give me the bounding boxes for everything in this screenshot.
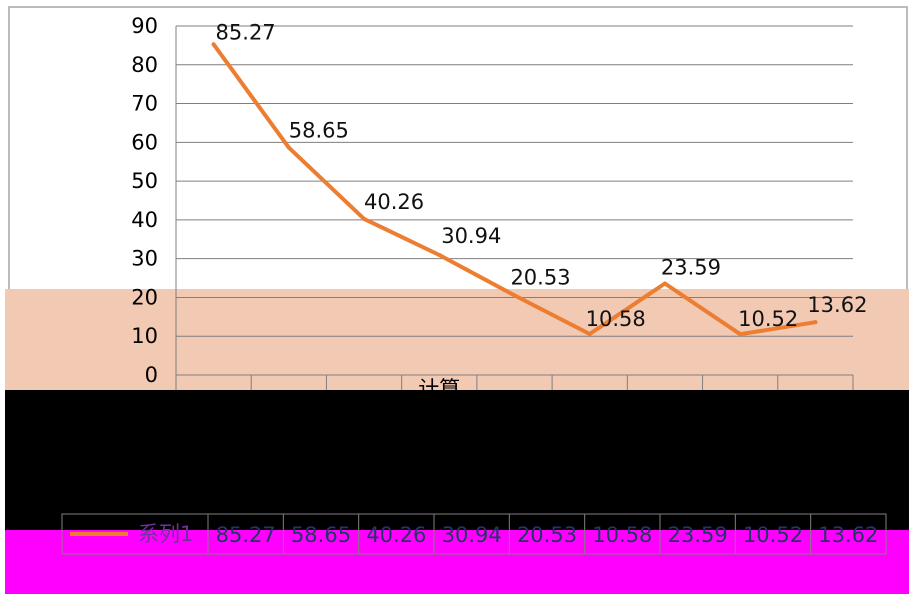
data-label: 10.58	[586, 307, 646, 331]
y-tick-label: 20	[131, 285, 158, 309]
series-point	[211, 42, 216, 47]
y-tick-label: 10	[131, 324, 158, 348]
category-label: 计算	[418, 377, 460, 401]
y-tick-label: 60	[131, 130, 158, 154]
series-point	[662, 281, 667, 286]
gridlines	[175, 25, 854, 390]
table-cell-value: 30.94	[442, 523, 502, 547]
y-tick-label: 70	[131, 92, 158, 116]
y-tick-label: 40	[131, 208, 158, 232]
y-tick-label: 0	[145, 363, 158, 387]
table-cell-value: 13.62	[818, 523, 878, 547]
table-cell-value: 20.53	[517, 523, 577, 547]
data-label: 85.27	[216, 20, 276, 44]
table-cell-value: 40.26	[366, 523, 426, 547]
series-point	[738, 332, 743, 337]
data-labels: 85.27 58.65 40.26 30.94 20.53 10.58 23.59 10.52…	[216, 20, 868, 331]
series-point	[286, 145, 291, 150]
table-cell-value: 10.52	[743, 523, 803, 547]
overlay-bands	[5, 289, 909, 594]
data-table-border	[61, 513, 887, 555]
y-tick-label: 50	[131, 169, 158, 193]
series-point	[362, 216, 367, 221]
band-peach	[5, 289, 909, 390]
series-point	[512, 293, 517, 298]
data-label: 30.94	[441, 224, 501, 248]
table-cell-value: 58.65	[291, 523, 351, 547]
data-label: 23.59	[661, 256, 721, 280]
y-tick-label: 30	[131, 247, 158, 271]
data-label: 58.65	[289, 119, 349, 143]
data-label: 20.53	[510, 265, 570, 289]
data-label: 40.26	[364, 190, 424, 214]
y-axis-ticks: 90 80 70 60 50 40 30 20 10 0	[131, 14, 158, 387]
series-line	[211, 42, 818, 337]
table-cell-value: 10.58	[592, 523, 652, 547]
table-cell-value: 85.27	[216, 523, 276, 547]
data-label: 13.62	[807, 293, 867, 317]
data-label: 10.52	[738, 307, 798, 331]
y-tick-label: 90	[131, 14, 158, 38]
series-point	[587, 331, 592, 336]
series-point	[437, 253, 442, 258]
y-tick-label: 80	[131, 53, 158, 77]
series-point	[813, 320, 818, 325]
band-black	[5, 390, 909, 530]
band-magenta	[5, 530, 909, 594]
table-cell-value: 23.59	[668, 523, 728, 547]
legend-series-name: 系列1	[138, 522, 193, 546]
